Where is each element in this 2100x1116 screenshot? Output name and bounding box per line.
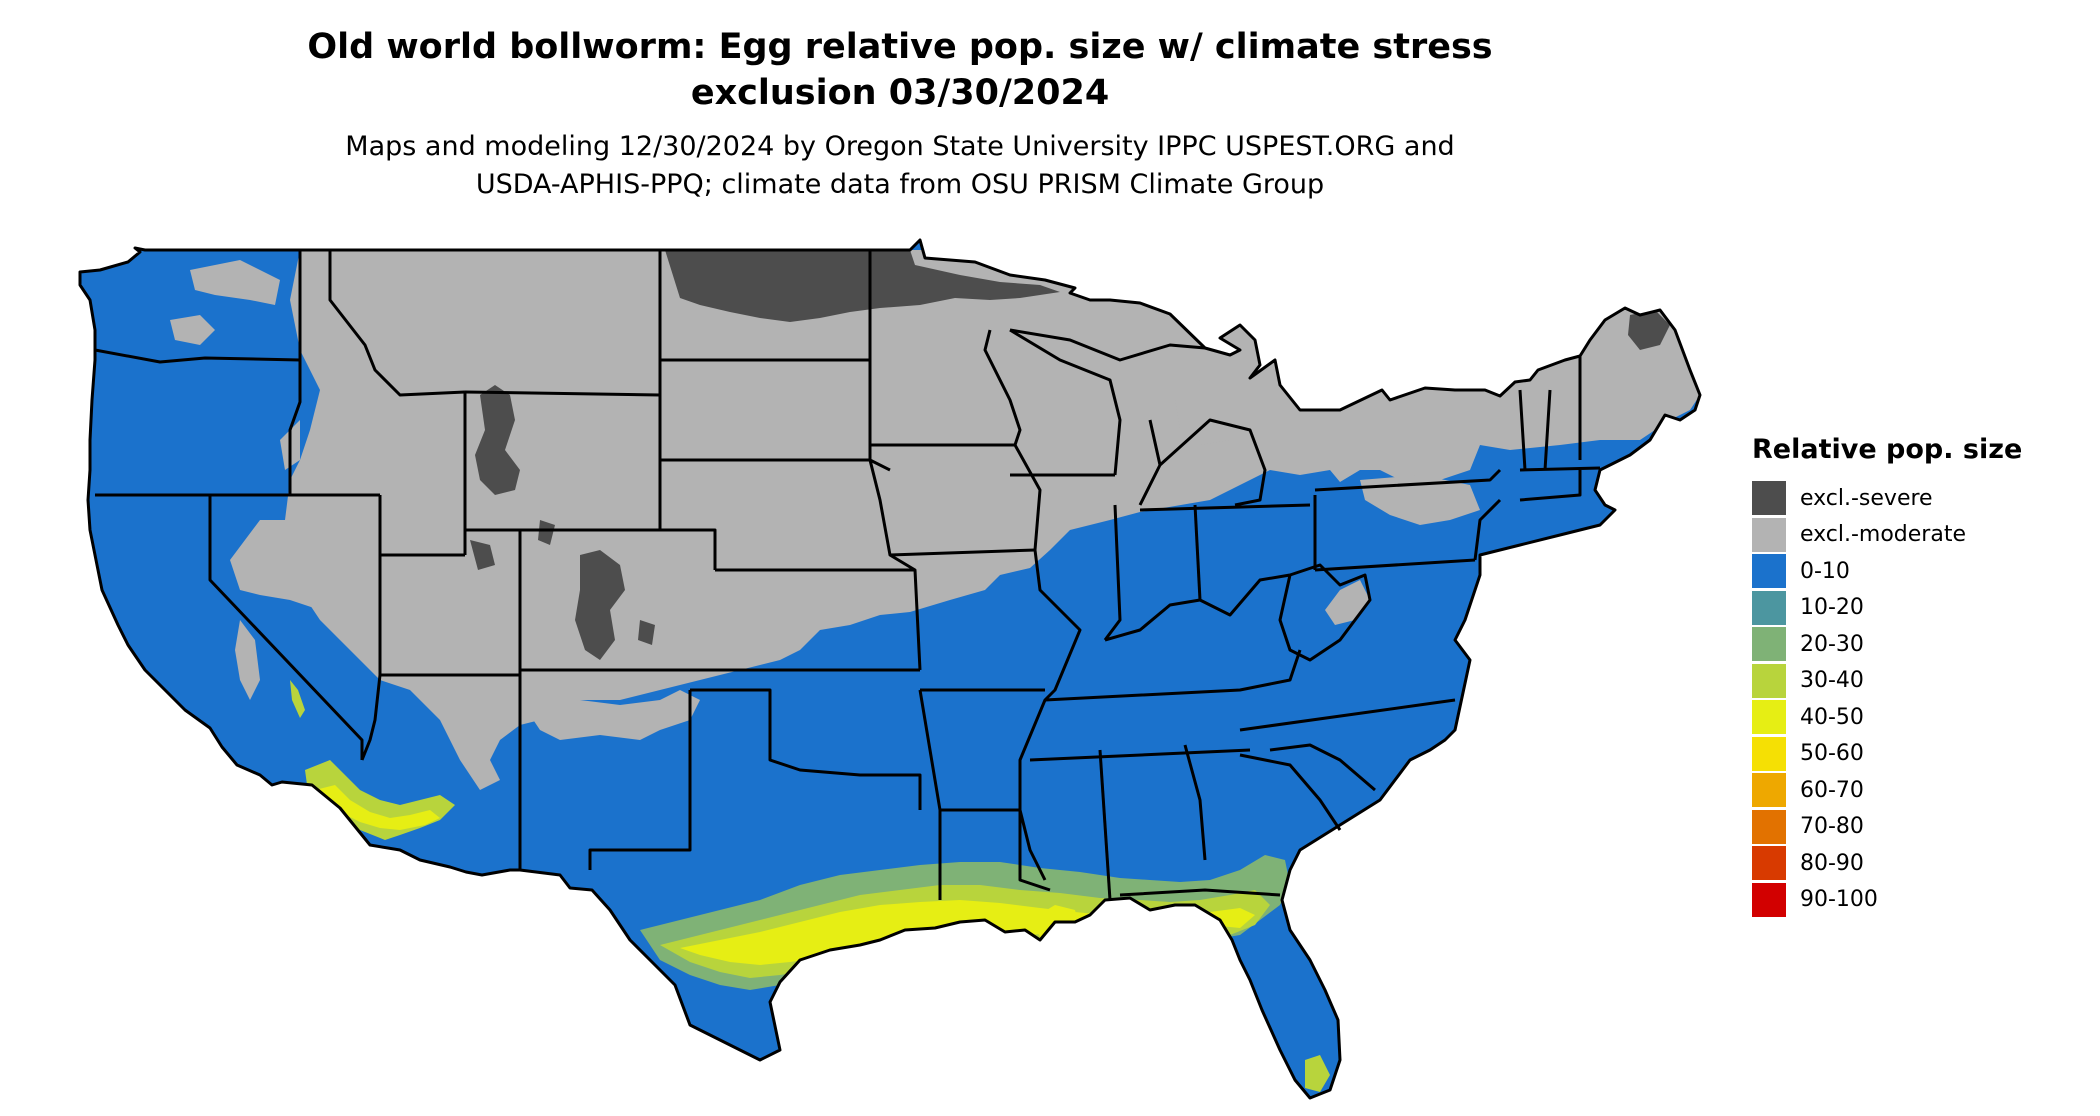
border-al-ga	[1183, 744, 1207, 861]
region-excl-severe-wyoming	[475, 385, 520, 495]
border-mn-wi	[983, 329, 1022, 446]
legend-item: excl.-moderate	[1752, 517, 2082, 553]
legend-item: 0-10	[1752, 553, 2082, 589]
border-vt-nh	[1543, 389, 1552, 471]
border-or-id	[288, 360, 302, 495]
legend-swatch	[1752, 882, 1786, 917]
border-sc-nc	[1269, 743, 1376, 792]
region-excl-moderate-az-nm	[520, 690, 700, 740]
border-tn-south	[1029, 748, 1251, 762]
border-il-in	[1103, 504, 1122, 641]
region-excl-moderate-sierra	[235, 620, 260, 700]
border-ia-mo	[889, 548, 1036, 557]
legend-swatch	[1752, 590, 1786, 625]
legend-item: 70-80	[1752, 809, 2082, 845]
region-excl-moderate-nw-patches	[170, 260, 300, 470]
legend-swatch	[1752, 554, 1786, 588]
border-wi-mi	[1009, 328, 1122, 476]
border-nm-tx	[588, 690, 692, 870]
border-mt-wy	[464, 390, 661, 397]
legend-label: 50-60	[1800, 741, 1864, 766]
legend-item: 30-40	[1752, 663, 2082, 699]
border-fl-al-ga	[1119, 888, 1281, 897]
legend-swatch	[1752, 846, 1786, 880]
legend-item: 10-20	[1752, 590, 2082, 626]
border-pa-md	[1314, 558, 1476, 572]
region-40-50-southwest	[315, 785, 440, 830]
map-fill-layer	[80, 240, 1700, 1098]
legend-item: 60-70	[1752, 772, 2082, 808]
border-ia-il	[1013, 444, 1042, 551]
border-ny-vt	[1518, 389, 1527, 471]
region-excl-severe-maine	[1628, 310, 1670, 350]
legend-label: excl.-moderate	[1800, 522, 1966, 547]
subtitle-line-2: USDA-APHIS-PPQ; climate data from OSU PR…	[475, 169, 1325, 200]
legend-label: 30-40	[1800, 668, 1864, 693]
legend-label: 0-10	[1800, 558, 1850, 584]
legend-swatch	[1752, 809, 1786, 844]
legend-item: 80-90	[1752, 845, 2082, 881]
border-va-nc	[1239, 698, 1456, 732]
legend-label: 10-20	[1800, 595, 1864, 620]
legend-swatch	[1752, 700, 1786, 734]
region-40-50-central-valley	[290, 680, 305, 718]
state-boundaries	[78, 238, 1702, 1100]
legend-label: 90-100	[1800, 887, 1878, 912]
border-id-mt	[328, 250, 466, 397]
region-excl-severe-north	[665, 250, 1060, 322]
border-mi-lower	[1138, 418, 1267, 507]
border-pa-ny	[1314, 468, 1502, 492]
legend-label: excl.-severe	[1800, 485, 1933, 511]
border-nv-az	[360, 674, 382, 761]
legend-swatch	[1752, 736, 1786, 771]
border-ms-la-al	[1018, 810, 1051, 892]
region-excl-moderate-mi-upper	[1175, 380, 1245, 445]
border-ky-oh-river	[1104, 573, 1291, 642]
us-map	[78, 238, 1702, 1100]
legend-label: 20-30	[1800, 631, 1864, 657]
legend-item: excl.-severe	[1752, 480, 2082, 516]
border-ky-tn	[1044, 649, 1302, 702]
border-ca-nv	[208, 495, 364, 760]
border-in-mi	[1139, 503, 1311, 512]
legend-title: Relative pop. size	[1752, 434, 2023, 465]
border-wv	[1278, 563, 1372, 662]
legend-swatch	[1752, 773, 1786, 807]
legend-swatch	[1752, 517, 1786, 552]
legend-label: 60-70	[1800, 777, 1864, 803]
border-ct-ri	[1519, 470, 1582, 502]
title-line-2: exclusion 03/30/2024	[690, 73, 1110, 113]
legend-swatch	[1752, 627, 1786, 661]
legend-label: 40-50	[1800, 704, 1864, 730]
legend-swatch	[1752, 663, 1786, 698]
legend-item: 20-30	[1752, 626, 2082, 662]
region-excl-severe-colorado	[575, 550, 625, 660]
legend-items: excl.-severe excl.-moderate 0-10 10-20 20-30…	[1752, 480, 2082, 918]
region-excl-moderate-ny-pa	[1360, 475, 1480, 525]
legend-label: 70-80	[1800, 814, 1864, 839]
subtitle-line-1: Maps and modeling 12/30/2024 by Oregon S…	[345, 131, 1455, 162]
map-title: Old world bollworm: Egg relative pop. si…	[0, 24, 1800, 116]
border-ga-sc	[1239, 753, 1342, 831]
border-ar-tx	[918, 689, 942, 900]
legend: Relative pop. size excl.-severe excl.-mod…	[1752, 432, 2082, 918]
region-excl-moderate-great-basin	[230, 520, 480, 700]
legend-label: 80-90	[1800, 850, 1864, 876]
border-mi-upper	[1009, 328, 1206, 362]
border-pa-nj	[1473, 498, 1502, 561]
region-30-40-florida-tip	[1305, 1055, 1330, 1092]
border-ok-tx	[690, 688, 922, 810]
border-wa-or	[94, 348, 301, 364]
border-ma-south	[1519, 466, 1601, 472]
map-subtitle: Maps and modeling 12/30/2024 by Oregon S…	[0, 128, 1800, 204]
border-wy-co-ne	[520, 528, 717, 570]
legend-item: 40-50	[1752, 699, 2082, 735]
border-in-oh	[1193, 504, 1202, 601]
legend-swatch	[1752, 481, 1786, 515]
legend-item: 90-100	[1752, 882, 2082, 918]
legend-item: 50-60	[1752, 736, 2082, 772]
border-ia-ne	[868, 459, 922, 671]
title-line-1: Old world bollworm: Egg relative pop. si…	[307, 27, 1493, 67]
border-ms-al	[1098, 749, 1112, 901]
